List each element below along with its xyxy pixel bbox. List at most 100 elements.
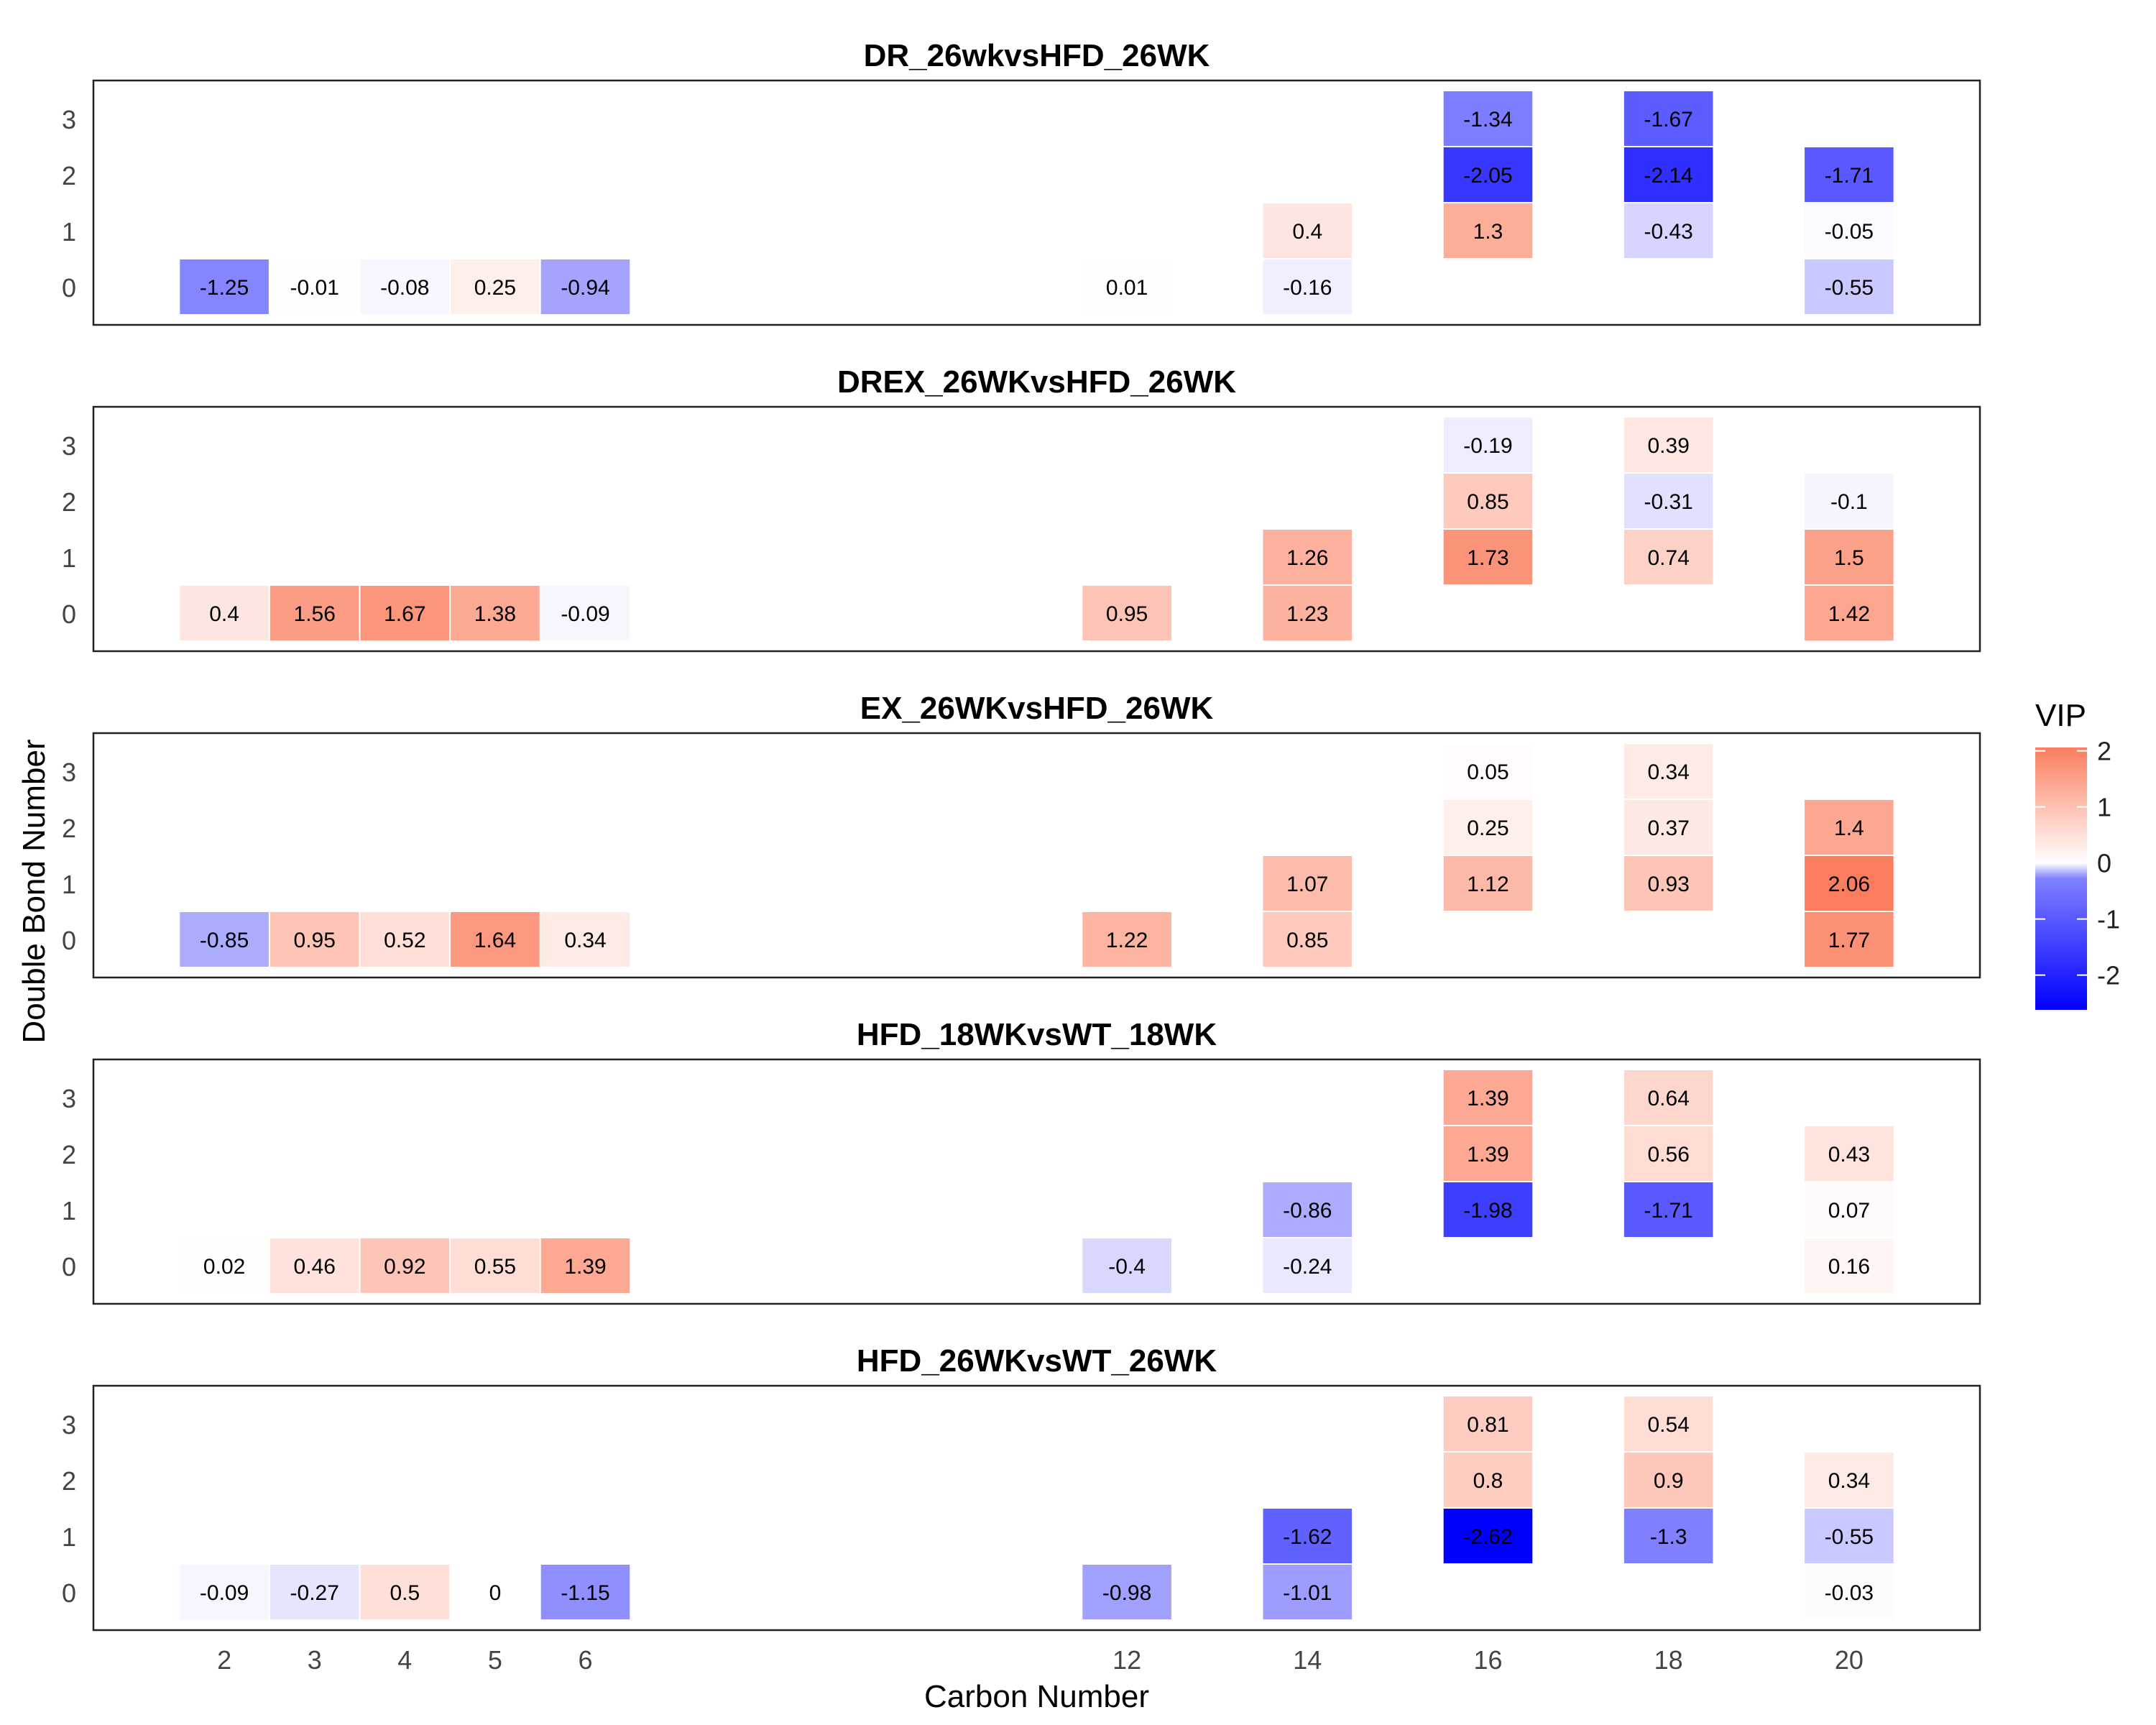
cell-value-label: 0.56 [1647,1143,1689,1167]
cell-value-label: 0.4 [209,602,239,626]
heatmap-cell [1263,912,1353,967]
y-tick-label: 2 [62,1140,76,1169]
panel-frame [92,79,1981,326]
heatmap-cell [1805,474,1894,528]
cell-value-label: -0.55 [1825,276,1874,300]
heatmap-cell [1623,1070,1713,1125]
cell-value-label: 1.67 [384,602,425,626]
cell-value-label: 1.4 [1834,816,1864,840]
heatmap-cell [540,259,630,314]
heatmap-cell [360,586,450,640]
cell-value-label: 0.07 [1828,1199,1870,1223]
heatmap-cell [1443,800,1533,855]
y-tick-label: 0 [62,599,76,629]
panel-frame [92,1384,1981,1632]
heatmap-cell [1805,800,1894,855]
cell-value-label: 0.43 [1828,1143,1870,1167]
heatmap-cell [180,1238,269,1293]
heatmap-cell [1443,1126,1533,1181]
panel-title: HFD_26WKvsWT_26WK [857,1343,1217,1379]
cell-value-label: 0.95 [294,929,336,952]
y-tick-label: 3 [62,758,76,787]
x-tick-label: 20 [1835,1645,1864,1675]
cell-value-label: 0.25 [474,276,516,300]
heatmap-cell [1805,259,1894,314]
cell-value-label: -0.01 [290,276,339,300]
heatmap-cell [1805,203,1894,258]
cell-value-label: -1.25 [200,276,249,300]
heatmap-cell [1443,1182,1533,1237]
heatmap-cell [451,259,540,314]
cell-value-label: -0.05 [1825,220,1874,244]
cell-value-label: 0.16 [1828,1255,1870,1279]
heatmap-cell [1443,1509,1533,1563]
cell-value-label: 0.64 [1647,1087,1689,1110]
cell-value-label: 0.05 [1467,760,1508,784]
cell-value-label: -0.55 [1825,1525,1874,1549]
panel-frame [92,405,1981,653]
cell-value-label: -0.09 [561,602,609,626]
cell-value-label: -0.08 [380,276,429,300]
cell-value-label: 2.06 [1828,873,1870,896]
cell-value-label: 0.34 [1647,760,1689,784]
cell-value-label: 0.92 [384,1255,425,1279]
cell-value-label: 0.34 [564,929,606,952]
cell-value-label: 0.01 [1106,276,1148,300]
heatmap-cell [1623,418,1713,472]
y-tick-label: 3 [62,431,76,461]
cell-value-label: 0.74 [1647,546,1689,570]
heatmap-cell [1805,856,1894,911]
heatmap-cell [1263,259,1353,314]
heatmap-cell [1443,418,1533,472]
cell-value-label: 1.26 [1286,546,1328,570]
legend-tick-label: -1 [2097,905,2120,934]
cell-value-label: 0.93 [1647,873,1689,896]
heatmap-cell [1623,91,1713,146]
heatmap-cell [1082,259,1171,314]
heatmap-cell [1263,203,1353,258]
cell-value-label: 0.46 [294,1255,336,1279]
cell-value-label: 1.39 [564,1255,606,1279]
heatmap-cell [1623,1453,1713,1507]
heatmap-cell [270,586,359,640]
heatmap-cell [1805,147,1894,202]
y-tick-label: 2 [62,814,76,843]
cell-value-label: 0.9 [1654,1469,1684,1493]
heatmap-cell [1443,1453,1533,1507]
heatmap-cell [1805,1126,1894,1181]
heatmap-cell [1623,856,1713,911]
cell-value-label: 1.64 [474,929,516,952]
cell-value-label: 1.42 [1828,602,1870,626]
x-axis-ticks: 2 3 4 5 6 12 14 16 18 20 [217,1645,1864,1675]
cell-value-label: 0.85 [1467,490,1508,514]
x-tick-label: 3 [308,1645,322,1675]
y-tick-label: 0 [62,273,76,303]
cell-value-label: 1.5 [1834,546,1864,570]
heatmap-cell [1082,912,1171,967]
heatmap-cell [1082,1565,1171,1619]
y-tick-label: 0 [62,1578,76,1608]
heatmap-cell [180,1565,269,1619]
heatmap-cell [1623,1397,1713,1451]
panel-title: EX_26WKvsHFD_26WK [860,691,1214,726]
cell-value-label: -2.14 [1644,164,1692,188]
cell-value-label: 1.22 [1106,929,1148,952]
y-axis-title: Double Bond Number [17,739,52,1043]
cell-value-label: 1.23 [1286,602,1328,626]
cell-value-label: 0.95 [1106,602,1148,626]
panel: EX_26WKvsHFD_26WK 0 1 2 3 -0.85 0.95 0.52 1.64 0.… [62,691,1981,979]
heatmap-cell [1443,530,1533,584]
cell-value-label: -0.27 [290,1581,339,1605]
panel: HFD_26WKvsWT_26WK 0 1 2 3 -0.09 -0.27 0.5 0 -1.15… [62,1343,1981,1632]
cell-value-label: 1.39 [1467,1143,1508,1167]
heatmap-cell [1443,147,1533,202]
legend: VIP 2 1 0 -1 -2 [2035,698,2120,1010]
x-tick-label: 5 [488,1645,502,1675]
heatmap-cell [1623,1182,1713,1237]
legend-ticks: 2 1 0 -1 -2 [2035,737,2120,990]
cell-value-label: 1.39 [1467,1087,1508,1110]
x-tick-label: 2 [217,1645,231,1675]
heatmap-cell [1805,530,1894,584]
legend-colorbar [2035,748,2087,1010]
heatmap-cell [1623,474,1713,528]
